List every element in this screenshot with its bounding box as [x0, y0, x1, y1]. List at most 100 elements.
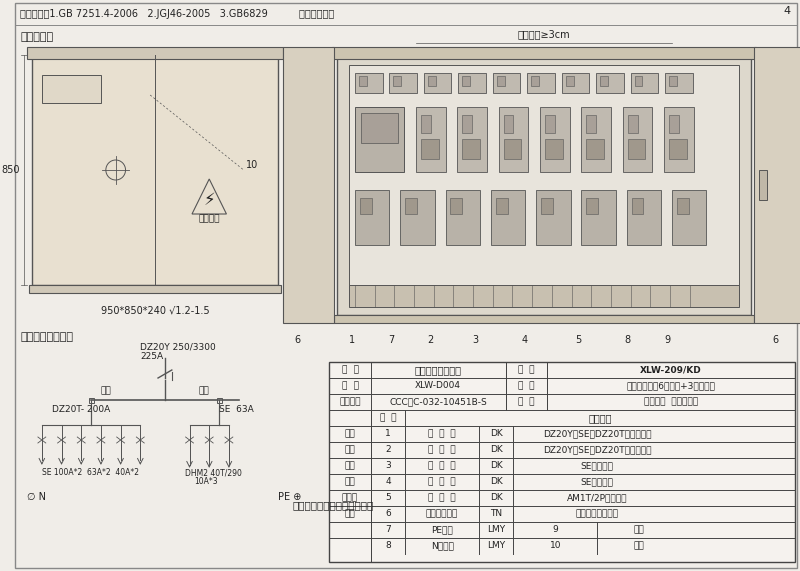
Text: 2: 2 [385, 445, 390, 455]
Bar [527, 73, 555, 93]
Bar [531, 76, 539, 86]
Bar [665, 73, 693, 93]
Text: 校核: 校核 [345, 461, 355, 471]
Bar [421, 139, 438, 159]
Bar [428, 76, 436, 86]
Text: 1: 1 [349, 335, 355, 345]
Text: 9: 9 [553, 525, 558, 534]
Bar [458, 73, 486, 93]
Text: LMY: LMY [487, 541, 506, 550]
Bar [754, 47, 800, 323]
Text: 10: 10 [550, 541, 561, 550]
Text: 建筑施工用配电箱: 建筑施工用配电箱 [414, 365, 462, 375]
Bar [536, 190, 570, 245]
Text: 9: 9 [664, 335, 670, 345]
Bar [672, 190, 706, 245]
Text: 规  格: 规 格 [518, 381, 534, 391]
Text: 5: 5 [385, 493, 391, 502]
Text: 850: 850 [2, 165, 20, 175]
Bar [562, 73, 590, 93]
Bar [355, 73, 382, 93]
Text: 日期: 日期 [345, 509, 355, 518]
Bar [42, 75, 101, 103]
Text: 10: 10 [246, 160, 258, 170]
Text: 断  路  器: 断 路 器 [428, 461, 456, 471]
Bar [582, 107, 611, 172]
Bar [400, 190, 434, 245]
Bar [349, 285, 739, 307]
Text: 试验报告: 试验报告 [339, 397, 361, 407]
Text: DK: DK [490, 477, 502, 486]
Text: 名  称: 名 称 [342, 365, 358, 375]
Text: 塑壳加圈套线: 塑壳加圈套线 [426, 509, 458, 518]
Bar [628, 115, 638, 133]
Text: 7: 7 [385, 525, 391, 534]
Text: 1: 1 [385, 429, 391, 439]
Text: DHM2 40T/290: DHM2 40T/290 [185, 468, 242, 477]
Bar [669, 115, 679, 133]
Text: 3: 3 [472, 335, 478, 345]
Bar [628, 139, 646, 159]
Bar [405, 198, 417, 214]
Bar [283, 47, 334, 323]
Text: DZ20Y（SE、DZ20T）透明系列: DZ20Y（SE、DZ20T）透明系列 [543, 429, 651, 439]
Bar [491, 190, 526, 245]
Bar [586, 139, 604, 159]
Text: N线端子: N线端子 [430, 541, 454, 550]
Bar [217, 398, 222, 403]
Bar [458, 107, 487, 172]
Bar [630, 73, 658, 93]
Text: SE透明系列: SE透明系列 [581, 477, 614, 486]
Text: 标牌: 标牌 [634, 541, 644, 550]
Text: 主要配件: 主要配件 [588, 413, 612, 423]
Text: 3: 3 [385, 461, 391, 471]
Text: 7: 7 [388, 335, 394, 345]
Text: 图  号: 图 号 [342, 381, 358, 391]
Bar [600, 76, 608, 86]
Bar [359, 76, 366, 86]
Text: 5: 5 [575, 335, 582, 345]
Bar [334, 315, 754, 323]
Bar [450, 198, 462, 214]
Text: XLW-209/KD: XLW-209/KD [640, 365, 702, 375]
Text: 序  号: 序 号 [380, 413, 396, 423]
Text: AM1T/2P透明系列: AM1T/2P透明系列 [567, 493, 627, 502]
Text: 有电危险: 有电危险 [198, 215, 220, 224]
Bar [462, 115, 472, 133]
Bar [596, 73, 624, 93]
Bar [498, 107, 528, 172]
Text: 设计: 设计 [345, 429, 355, 439]
Bar [496, 198, 507, 214]
Text: 950*850*240 √1.2-1.5: 950*850*240 √1.2-1.5 [101, 305, 210, 315]
Text: 225A: 225A [140, 352, 163, 361]
Text: 级分配电箱（6路动力+3路照明）: 级分配电箱（6路动力+3路照明） [626, 381, 715, 391]
Text: 2: 2 [428, 335, 434, 345]
Text: DK: DK [490, 493, 502, 502]
Bar [421, 115, 430, 133]
Text: DK: DK [490, 445, 502, 455]
Text: 用  途: 用 途 [518, 397, 534, 407]
Text: DK: DK [490, 461, 502, 471]
Text: 初图: 初图 [345, 445, 355, 455]
Bar [566, 76, 574, 86]
Bar [29, 285, 281, 293]
Text: 断  路  器: 断 路 器 [428, 445, 456, 455]
Text: 6: 6 [385, 509, 391, 518]
Bar [622, 107, 652, 172]
Text: LMY: LMY [487, 525, 506, 534]
Text: 断  路  器: 断 路 器 [428, 477, 456, 486]
Text: SE  63A: SE 63A [219, 405, 254, 414]
Text: 断  路  器: 断 路 器 [428, 429, 456, 439]
Text: 电器连接原理图：: 电器连接原理图： [20, 332, 73, 342]
Bar [626, 190, 661, 245]
Bar [462, 139, 480, 159]
Text: 线夹: 线夹 [634, 525, 644, 534]
Text: 8: 8 [385, 541, 391, 550]
Bar [493, 73, 520, 93]
Bar [462, 76, 470, 86]
Text: PE ⊕: PE ⊕ [278, 492, 302, 502]
Bar [497, 76, 505, 86]
Bar [332, 47, 756, 59]
Bar [545, 139, 562, 159]
Text: DK: DK [490, 429, 502, 439]
